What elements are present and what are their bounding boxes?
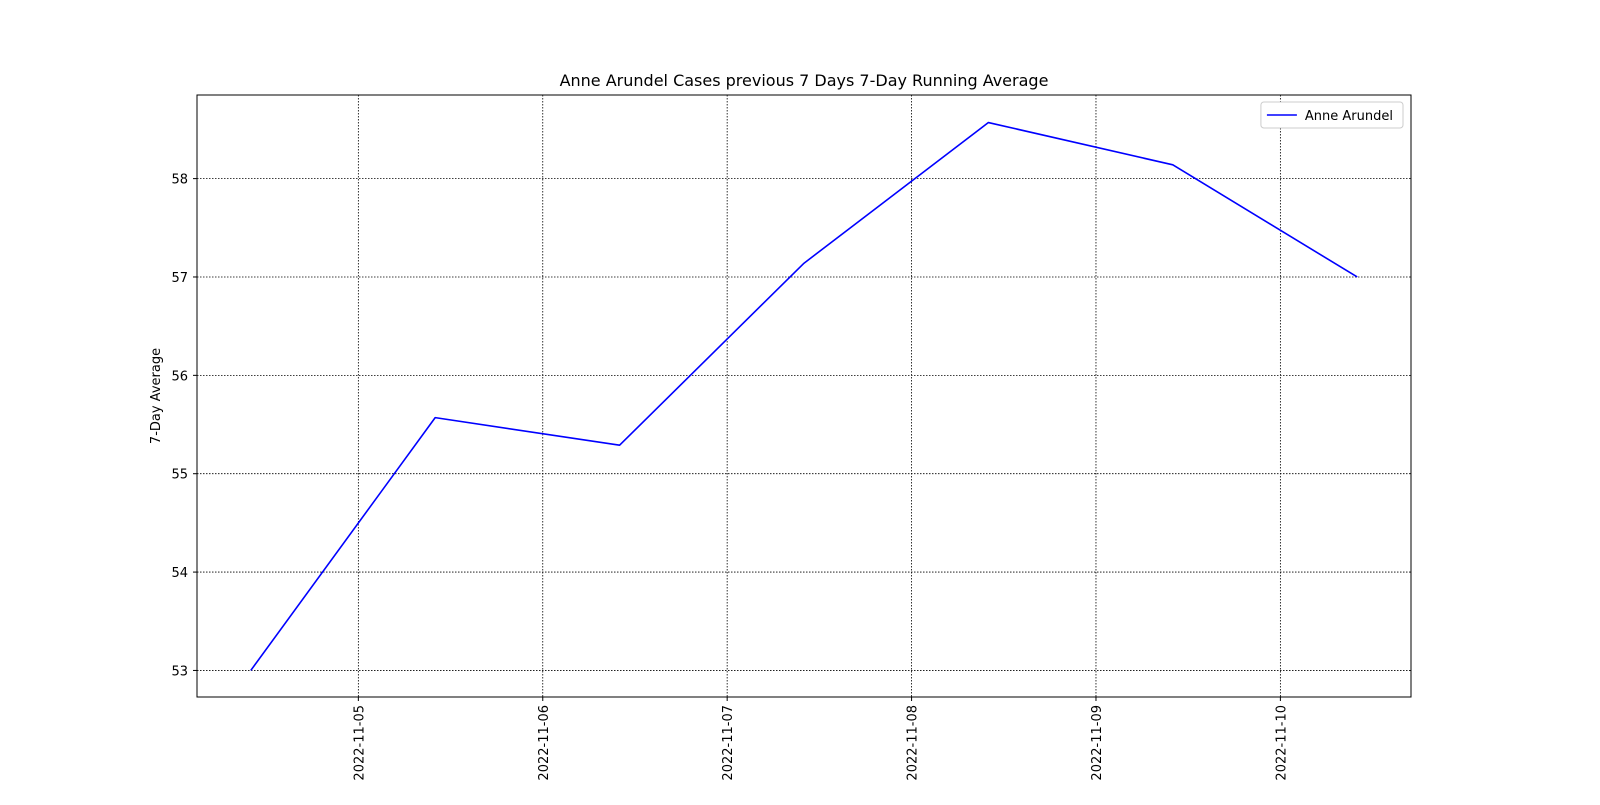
x-tick-label: 2022-11-06 [537, 705, 552, 781]
x-tick-label: 2022-11-10 [1274, 705, 1289, 781]
x-tick-label: 2022-11-08 [906, 705, 921, 781]
y-tick-label: 56 [171, 369, 188, 384]
legend-label: Anne Arundel [1305, 109, 1393, 124]
x-tick-label: 2022-11-07 [721, 705, 736, 781]
y-tick-label: 58 [171, 173, 188, 188]
ticks: 53 54 55 56 57 58 2022-11-05 2022-11-06 2022-11-… [171, 173, 1289, 781]
legend-box [1260, 101, 1404, 129]
y-tick-label: 57 [171, 271, 188, 286]
y-tick-label: 54 [171, 566, 188, 581]
y-tick-label: 55 [171, 468, 188, 483]
y-tick-label: 53 [171, 664, 188, 679]
legend: Anne Arundel [1260, 101, 1404, 129]
y-axis-label: 7-Day Average [149, 348, 164, 444]
x-tick-label: 2022-11-09 [1090, 705, 1105, 781]
series-line [250, 121, 1358, 671]
chart-title: Anne Arundel Cases previous 7 Days 7-Day… [560, 71, 1049, 90]
plot-frame [196, 94, 1412, 698]
series-layer [250, 121, 1358, 671]
x-tick-label: 2022-11-05 [352, 705, 367, 781]
grid [197, 95, 1411, 697]
